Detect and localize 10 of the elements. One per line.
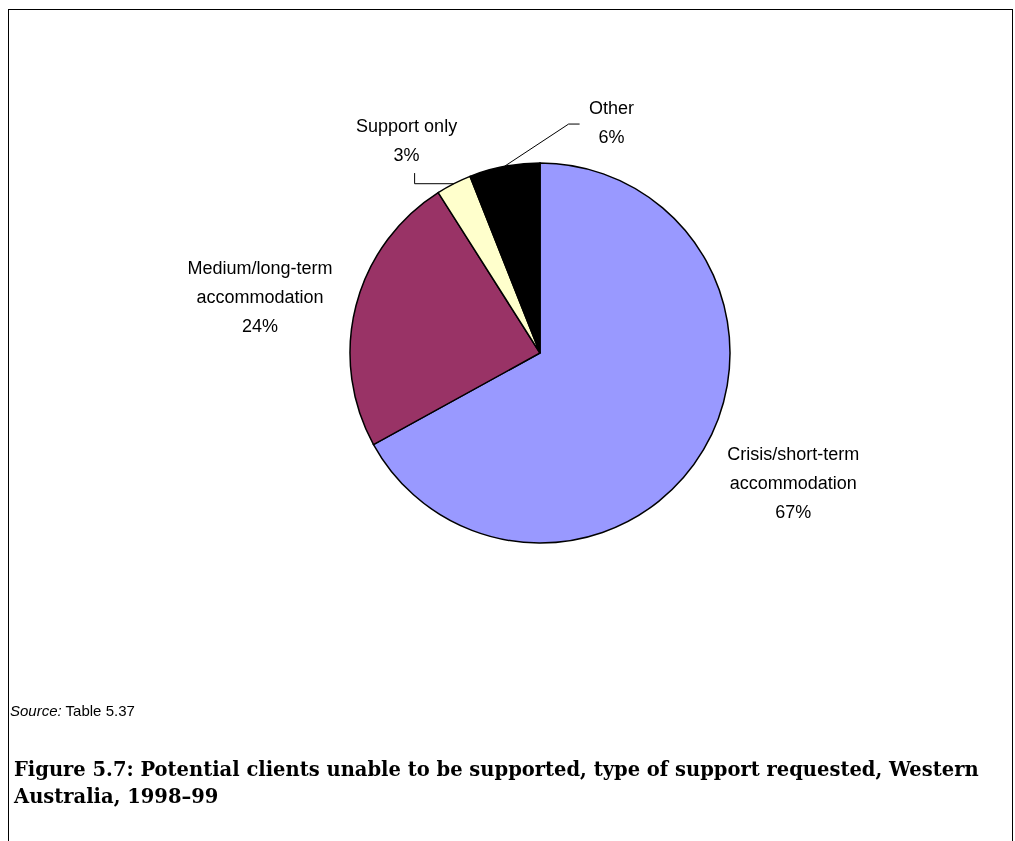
slice-label: Crisis/short-term accommodation <box>727 444 860 494</box>
slice-label: Medium/long-term accommodation <box>187 258 333 308</box>
slice-label: Other <box>589 97 635 118</box>
data-label: 6% <box>598 126 625 147</box>
data-label: 24% <box>241 316 278 337</box>
data-label: 67% <box>775 502 812 523</box>
source-note: Source: Table 5.37 <box>10 702 135 719</box>
text: Figure 5.7: Potential clients unable to be supported, type of support requested, Western Australia, 1998–99 <box>14 757 980 810</box>
data-label: 3% <box>393 144 420 165</box>
slice-label: Support only <box>356 115 458 136</box>
